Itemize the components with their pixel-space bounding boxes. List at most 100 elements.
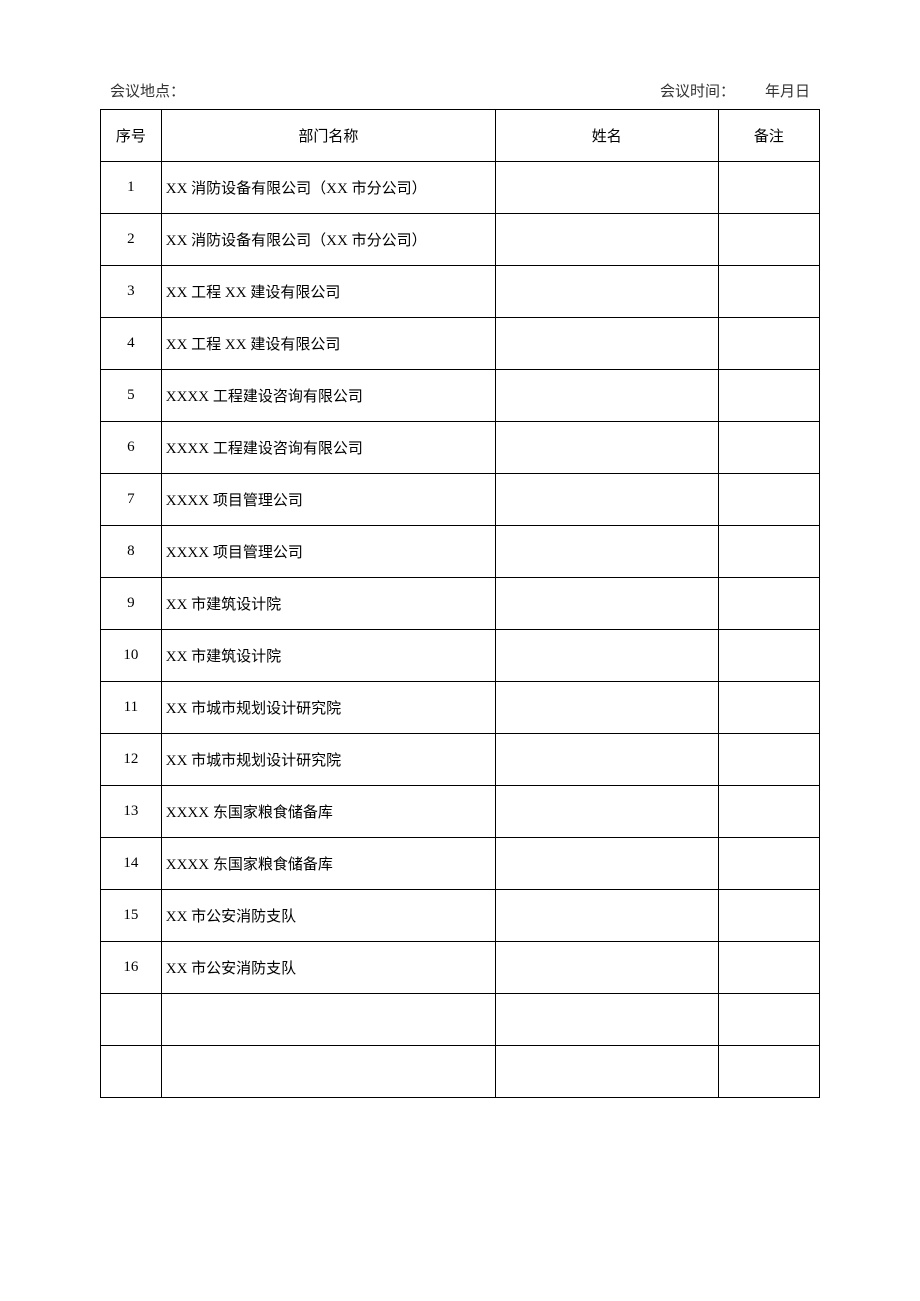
cell-name xyxy=(495,786,718,838)
cell-note xyxy=(718,162,819,214)
cell-name xyxy=(495,734,718,786)
cell-name xyxy=(495,474,718,526)
table-row: 7 XXXX 项目管理公司 xyxy=(101,474,820,526)
cell-name xyxy=(495,682,718,734)
table-row: 3 XX 工程 XX 建设有限公司 xyxy=(101,266,820,318)
meeting-header: 会议地点： 会议时间： 年月日 xyxy=(100,80,820,101)
cell-note xyxy=(718,786,819,838)
cell-name xyxy=(495,422,718,474)
cell-seq: 7 xyxy=(101,474,162,526)
cell-name xyxy=(495,266,718,318)
cell-dept: XXXX 工程建设咨询有限公司 xyxy=(161,422,495,474)
cell-seq: 13 xyxy=(101,786,162,838)
table-row: 15 XX 市公安消防支队 xyxy=(101,890,820,942)
table-row: 5 XXXX 工程建设咨询有限公司 xyxy=(101,370,820,422)
cell-seq xyxy=(101,994,162,1046)
cell-seq xyxy=(101,1046,162,1098)
cell-seq: 3 xyxy=(101,266,162,318)
table-row xyxy=(101,994,820,1046)
cell-note xyxy=(718,370,819,422)
cell-name xyxy=(495,838,718,890)
table-row: 8 XXXX 项目管理公司 xyxy=(101,526,820,578)
cell-note xyxy=(718,942,819,994)
cell-name xyxy=(495,370,718,422)
cell-name xyxy=(495,942,718,994)
cell-note xyxy=(718,318,819,370)
cell-dept: XX 市公安消防支队 xyxy=(161,942,495,994)
cell-seq: 6 xyxy=(101,422,162,474)
table-row: 2 XX 消防设备有限公司（XX 市分公司） xyxy=(101,214,820,266)
cell-seq: 1 xyxy=(101,162,162,214)
meeting-time-label: 会议时间： xyxy=(660,80,735,101)
table-row: 11 XX 市城市规划设计研究院 xyxy=(101,682,820,734)
col-header-seq: 序号 xyxy=(101,110,162,162)
attendance-table: 序号 部门名称 姓名 备注 1 XX 消防设备有限公司（XX 市分公司） 2 X… xyxy=(100,109,820,1098)
cell-name xyxy=(495,1046,718,1098)
table-row: 9 XX 市建筑设计院 xyxy=(101,578,820,630)
cell-dept: XX 工程 XX 建设有限公司 xyxy=(161,318,495,370)
cell-dept: XX 市城市规划设计研究院 xyxy=(161,682,495,734)
col-header-note: 备注 xyxy=(718,110,819,162)
cell-name xyxy=(495,994,718,1046)
cell-seq: 12 xyxy=(101,734,162,786)
table-row: 6 XXXX 工程建设咨询有限公司 xyxy=(101,422,820,474)
cell-dept: XX 消防设备有限公司（XX 市分公司） xyxy=(161,214,495,266)
cell-dept: XXXX 东国家粮食储备库 xyxy=(161,838,495,890)
cell-note xyxy=(718,526,819,578)
cell-seq: 11 xyxy=(101,682,162,734)
cell-dept xyxy=(161,994,495,1046)
cell-seq: 14 xyxy=(101,838,162,890)
cell-note xyxy=(718,266,819,318)
cell-dept: XXXX 项目管理公司 xyxy=(161,526,495,578)
cell-seq: 9 xyxy=(101,578,162,630)
cell-name xyxy=(495,214,718,266)
cell-note xyxy=(718,474,819,526)
cell-dept xyxy=(161,1046,495,1098)
table-row: 4 XX 工程 XX 建设有限公司 xyxy=(101,318,820,370)
cell-dept: XX 工程 XX 建设有限公司 xyxy=(161,266,495,318)
cell-note xyxy=(718,578,819,630)
cell-seq: 4 xyxy=(101,318,162,370)
cell-name xyxy=(495,162,718,214)
table-header-row: 序号 部门名称 姓名 备注 xyxy=(101,110,820,162)
cell-note xyxy=(718,422,819,474)
meeting-time-group: 会议时间： 年月日 xyxy=(660,80,810,101)
cell-note xyxy=(718,890,819,942)
cell-name xyxy=(495,578,718,630)
table-row: 10 XX 市建筑设计院 xyxy=(101,630,820,682)
cell-seq: 5 xyxy=(101,370,162,422)
cell-dept: XX 市建筑设计院 xyxy=(161,578,495,630)
cell-dept: XX 市公安消防支队 xyxy=(161,890,495,942)
meeting-date-label: 年月日 xyxy=(765,80,810,101)
cell-dept: XXXX 工程建设咨询有限公司 xyxy=(161,370,495,422)
table-row: 1 XX 消防设备有限公司（XX 市分公司） xyxy=(101,162,820,214)
cell-note xyxy=(718,734,819,786)
cell-note xyxy=(718,682,819,734)
cell-dept: XXXX 东国家粮食储备库 xyxy=(161,786,495,838)
cell-seq: 10 xyxy=(101,630,162,682)
col-header-name: 姓名 xyxy=(495,110,718,162)
cell-note xyxy=(718,1046,819,1098)
table-row: 13 XXXX 东国家粮食储备库 xyxy=(101,786,820,838)
table-row xyxy=(101,1046,820,1098)
cell-dept: XX 市城市规划设计研究院 xyxy=(161,734,495,786)
cell-note xyxy=(718,838,819,890)
cell-seq: 2 xyxy=(101,214,162,266)
cell-seq: 16 xyxy=(101,942,162,994)
meeting-location-label: 会议地点： xyxy=(110,80,660,101)
cell-seq: 15 xyxy=(101,890,162,942)
cell-note xyxy=(718,630,819,682)
cell-dept: XX 消防设备有限公司（XX 市分公司） xyxy=(161,162,495,214)
cell-name xyxy=(495,318,718,370)
table-row: 16 XX 市公安消防支队 xyxy=(101,942,820,994)
cell-dept: XX 市建筑设计院 xyxy=(161,630,495,682)
cell-name xyxy=(495,630,718,682)
cell-name xyxy=(495,526,718,578)
cell-name xyxy=(495,890,718,942)
table-row: 12 XX 市城市规划设计研究院 xyxy=(101,734,820,786)
col-header-dept: 部门名称 xyxy=(161,110,495,162)
cell-note xyxy=(718,994,819,1046)
cell-note xyxy=(718,214,819,266)
cell-seq: 8 xyxy=(101,526,162,578)
cell-dept: XXXX 项目管理公司 xyxy=(161,474,495,526)
